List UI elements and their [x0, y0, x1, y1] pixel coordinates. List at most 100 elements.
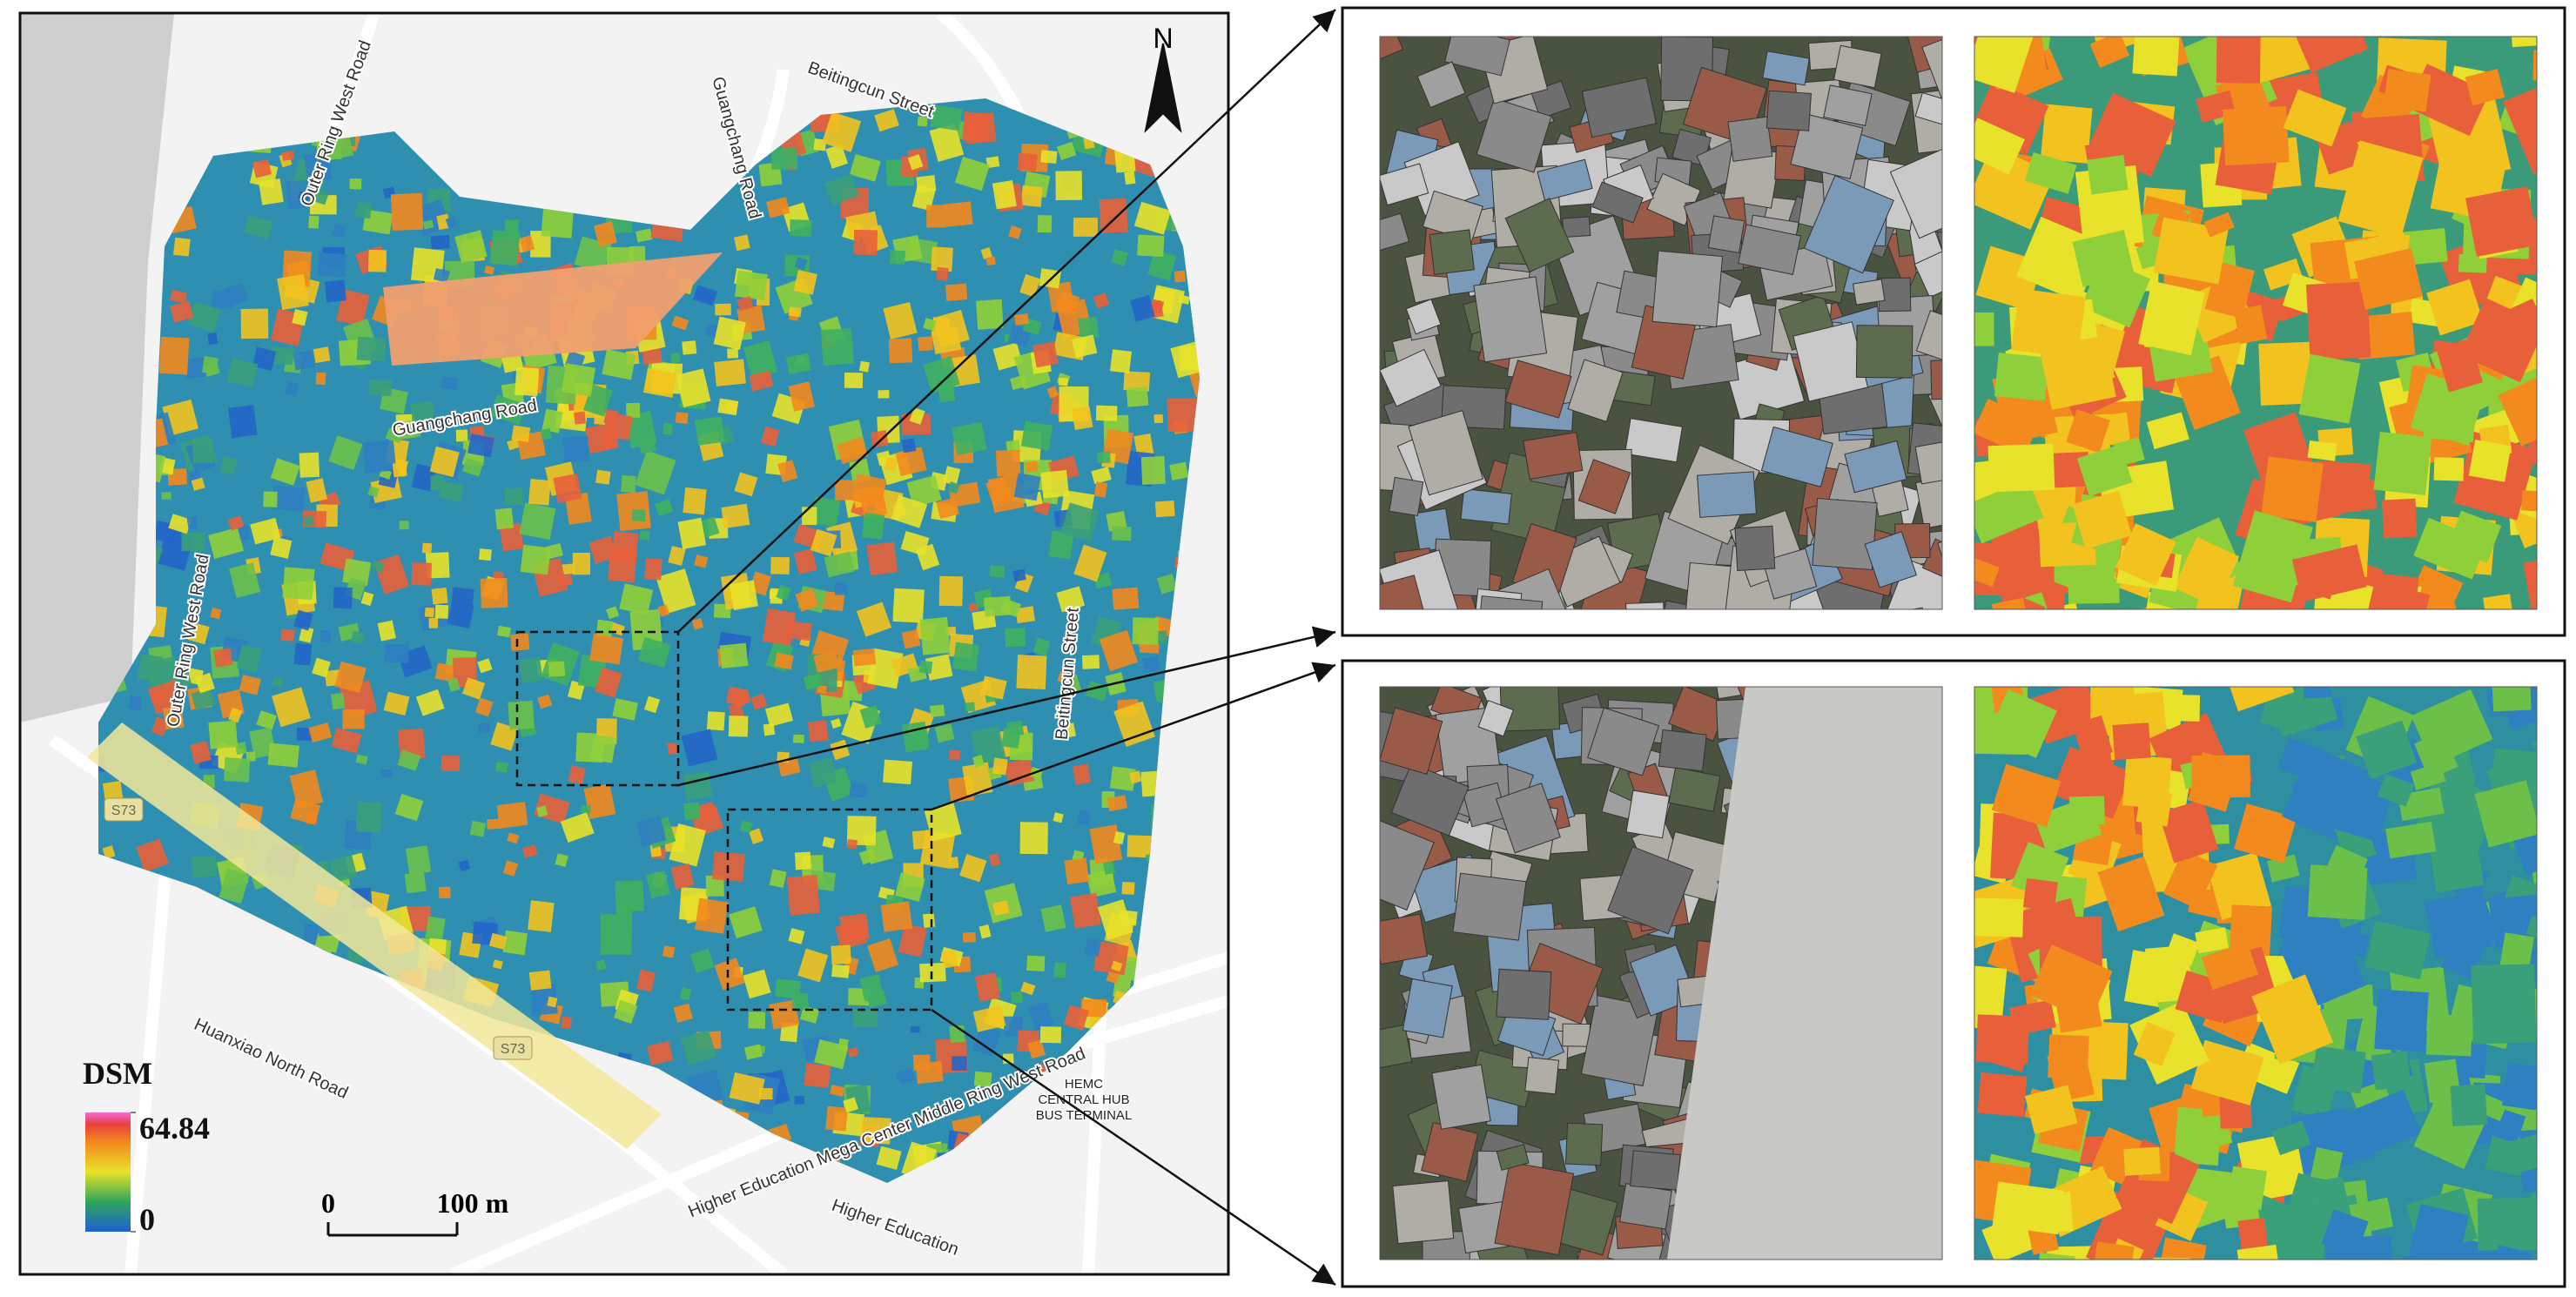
- dsm-cell: [331, 727, 362, 754]
- dsm-cell: [496, 802, 528, 829]
- dsm-cell: [397, 749, 421, 771]
- dsm-cell: [1027, 1001, 1054, 1032]
- dsm-cell: [814, 1039, 849, 1070]
- dsm-cell: [788, 306, 802, 318]
- dsm-cell: [2305, 281, 2371, 361]
- dsm-cell: [1060, 502, 1100, 542]
- dsm-cell: [2190, 1039, 2264, 1105]
- dsm-cell: [433, 267, 450, 283]
- dsm-cell: [871, 430, 889, 448]
- dsm-cell: [351, 630, 365, 645]
- dsm-cell: [282, 567, 315, 601]
- dsm-cell: [271, 687, 311, 728]
- roof: [1380, 575, 1428, 609]
- dsm-cell: [2354, 247, 2423, 310]
- dsm-cell: [589, 634, 624, 665]
- dsm-cell: [683, 802, 701, 821]
- dsm-cell: [422, 219, 434, 230]
- dsm-cell: [693, 285, 718, 306]
- dsm-cell: [1127, 835, 1156, 858]
- dsm-cell: [250, 517, 281, 545]
- dsm-cell: [901, 629, 921, 649]
- dsm-cell: [1020, 420, 1053, 451]
- dsm-cell: [562, 563, 575, 575]
- roof: [1823, 84, 1873, 126]
- dsm-cell: [502, 930, 528, 956]
- roof: [1408, 409, 1484, 496]
- dsm-cell: [252, 346, 277, 372]
- legend-labels: 64.84 0: [131, 1111, 210, 1237]
- dsm-cell: [226, 358, 259, 388]
- dsm-cell: [1974, 897, 2024, 937]
- scale-label: 100 m: [437, 1187, 509, 1219]
- dsm-cell: [683, 771, 713, 801]
- dsm-cell: [1055, 291, 1080, 315]
- dsm-cell: [817, 684, 827, 694]
- dsm-cell: [2521, 490, 2537, 513]
- roof: [1380, 818, 1435, 911]
- water: [20, 13, 174, 722]
- road-badge: [493, 1036, 533, 1060]
- roof: [1496, 968, 1552, 1020]
- dsm-cell: [733, 234, 750, 252]
- legend-label: 0: [139, 1202, 155, 1237]
- dsm-cell: [441, 755, 461, 771]
- dsm-cell: [719, 642, 749, 669]
- dsm-image: [1974, 687, 2537, 1260]
- dsm-cell: [1118, 910, 1138, 926]
- dsm-cell: [825, 144, 849, 169]
- roof: [1565, 1122, 1604, 1166]
- dsm-cell: [192, 438, 214, 464]
- dsm-cell: [635, 228, 653, 243]
- dsm-cell: [203, 361, 221, 378]
- dsm-cell: [439, 480, 465, 502]
- dsm-cell: [362, 440, 397, 474]
- roof: [1844, 440, 1907, 494]
- dsm-cell: [859, 704, 882, 729]
- dsm-cell: [603, 412, 634, 441]
- roof: [1504, 198, 1575, 273]
- dsm-cell: [667, 742, 678, 756]
- roof: [1833, 44, 1882, 89]
- dsm-cell: [504, 219, 520, 237]
- panel-border: [1974, 36, 2538, 610]
- dsm-cell: [530, 231, 551, 258]
- dsm-cell: [635, 450, 676, 495]
- dsm-cell: [447, 677, 461, 692]
- dsm-cell: [519, 656, 543, 683]
- dsm-cell: [2337, 140, 2424, 239]
- dsm-cell: [455, 429, 468, 442]
- dsm-cell: [1069, 892, 1102, 930]
- roof: [1562, 1023, 1591, 1047]
- dsm-cell: [434, 604, 449, 619]
- dsm-cell: [918, 660, 933, 674]
- roof: [1930, 359, 1942, 400]
- dsm-cell: [636, 816, 667, 847]
- dsm-cell: [830, 1084, 845, 1098]
- dsm-cell: [488, 932, 508, 950]
- dsm-cell: [2135, 788, 2173, 827]
- dsm-cell: [952, 1056, 967, 1071]
- dsm-cell: [447, 600, 474, 629]
- dsm-cell: [1147, 249, 1177, 281]
- dsm-cell: [810, 496, 841, 528]
- dsm-cell: [1112, 587, 1140, 610]
- dsm-cell: [1016, 655, 1047, 690]
- dsm-cell: [642, 367, 677, 398]
- dsm-cell: [2329, 479, 2378, 514]
- dsm-cell: [761, 426, 780, 447]
- dsm-cell: [354, 201, 372, 219]
- dsm-cell: [947, 481, 960, 494]
- dsm-cell: [1040, 150, 1058, 165]
- dsm-cell: [490, 394, 527, 426]
- dsm-cell: [1005, 628, 1026, 648]
- dsm-cell: [949, 749, 960, 760]
- dsm-cell: [922, 913, 936, 928]
- dsm-cell: [944, 201, 973, 227]
- dsm-cell: [333, 587, 353, 609]
- color-bar: [85, 1112, 131, 1232]
- dsm-cell: [187, 301, 221, 333]
- dsm-cell: [2307, 864, 2368, 920]
- dsm-cell: [355, 754, 368, 765]
- dsm-cell: [2085, 572, 2122, 601]
